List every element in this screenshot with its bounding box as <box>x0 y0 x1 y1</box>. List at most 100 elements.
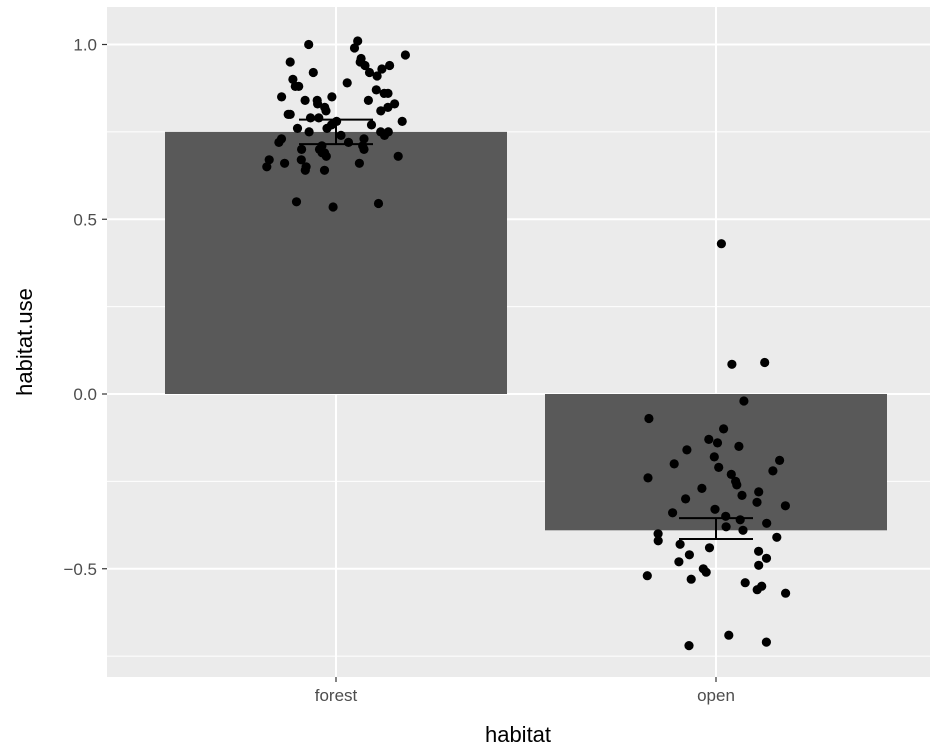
data-point <box>643 473 653 483</box>
data-point <box>319 165 330 175</box>
x-axis-title: habitat <box>485 722 551 747</box>
data-point <box>300 165 310 175</box>
data-point <box>737 490 747 500</box>
data-point <box>379 130 390 140</box>
data-point <box>735 515 745 525</box>
data-point <box>262 162 272 172</box>
data-point <box>719 424 729 434</box>
data-point <box>314 113 324 123</box>
data-point <box>675 539 685 549</box>
data-point <box>704 434 714 444</box>
data-point <box>775 455 785 465</box>
data-point <box>644 413 654 424</box>
y-tick-label: 1.0 <box>73 36 97 55</box>
y-axis-title: habitat.use <box>12 288 37 396</box>
data-point <box>653 536 663 546</box>
data-point <box>277 92 287 102</box>
data-point <box>686 574 696 584</box>
data-point <box>726 469 736 479</box>
data-point <box>353 36 363 46</box>
data-point <box>704 543 715 553</box>
y-tick-label: 0.5 <box>73 210 97 229</box>
y-tick-label: 0.0 <box>73 385 97 404</box>
data-point <box>349 43 360 53</box>
data-point <box>280 158 290 168</box>
data-point <box>373 198 384 209</box>
data-point <box>740 578 750 588</box>
data-point <box>359 134 369 144</box>
data-point <box>363 95 373 105</box>
bar-forest <box>165 131 507 394</box>
data-point <box>734 441 744 451</box>
error-bars <box>299 118 753 541</box>
data-point <box>383 102 393 112</box>
data-point <box>393 151 403 161</box>
data-point <box>697 483 707 493</box>
data-point <box>709 452 719 462</box>
jitter-points <box>262 36 791 651</box>
x-tick-label: open <box>697 686 735 705</box>
x-tick-label: forest <box>315 686 358 705</box>
data-point <box>397 116 407 126</box>
data-point <box>780 501 791 511</box>
data-point <box>288 74 298 84</box>
data-point <box>321 106 331 116</box>
data-point <box>322 123 332 133</box>
data-point <box>292 123 303 133</box>
data-point <box>321 151 331 161</box>
data-point <box>359 144 369 154</box>
data-point <box>313 99 323 109</box>
data-point <box>283 109 293 119</box>
data-point <box>366 120 377 130</box>
data-point <box>343 137 354 147</box>
data-point <box>682 445 692 455</box>
data-point <box>739 396 749 406</box>
data-point <box>754 560 764 570</box>
data-point <box>772 532 782 542</box>
data-point <box>285 57 295 67</box>
data-point <box>714 462 724 472</box>
data-point <box>754 487 764 497</box>
data-point <box>291 197 302 207</box>
y-tick-label: −0.5 <box>63 560 97 579</box>
data-point <box>681 494 691 504</box>
data-point <box>296 155 306 165</box>
x-axis: forest open <box>315 677 735 705</box>
data-point <box>701 567 711 577</box>
data-point <box>376 106 386 116</box>
data-point <box>668 508 678 518</box>
data-point <box>305 113 316 123</box>
data-point <box>752 585 762 595</box>
data-point <box>379 88 389 98</box>
data-point <box>761 637 772 647</box>
data-point <box>738 525 748 535</box>
data-point <box>710 504 720 514</box>
data-point <box>290 81 300 91</box>
data-point <box>760 357 770 368</box>
bars <box>165 131 887 531</box>
data-point <box>385 60 395 71</box>
data-point <box>684 641 694 651</box>
data-point <box>754 546 764 556</box>
data-point <box>732 480 742 490</box>
data-point <box>360 60 370 71</box>
data-point <box>752 497 762 507</box>
data-point <box>727 359 737 369</box>
data-point <box>371 85 381 95</box>
data-point <box>768 466 778 476</box>
data-point <box>684 550 695 560</box>
data-point <box>400 50 410 60</box>
data-point <box>712 438 723 448</box>
data-point <box>297 144 307 154</box>
data-point <box>724 630 734 640</box>
data-point <box>721 522 731 532</box>
data-point <box>308 67 318 78</box>
data-point <box>761 553 772 563</box>
data-point <box>300 95 310 105</box>
data-point <box>327 92 337 102</box>
data-point <box>781 588 791 598</box>
data-point <box>336 130 346 140</box>
y-axis: −0.5 0.0 0.5 1.0 <box>63 36 107 579</box>
data-point <box>653 529 663 539</box>
data-point <box>669 459 679 469</box>
